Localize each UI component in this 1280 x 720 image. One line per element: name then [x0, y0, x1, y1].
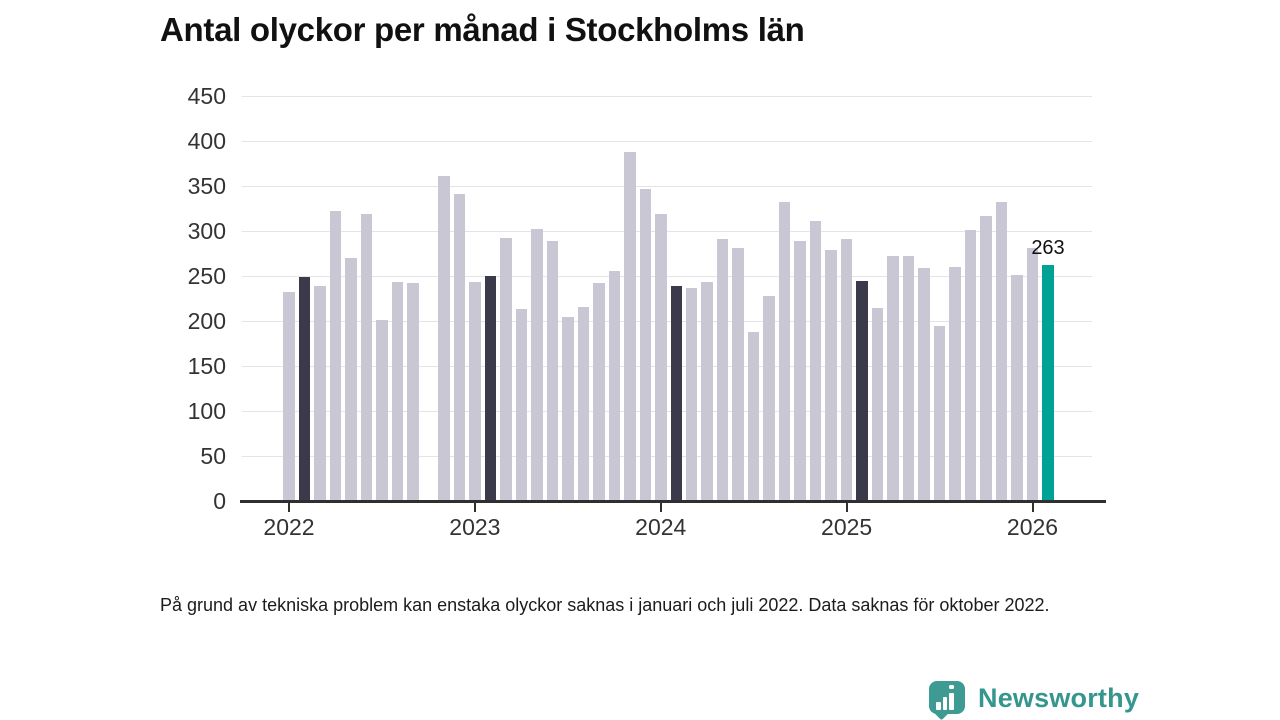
bar-2023-03 — [500, 237, 512, 502]
y-axis-label-0: 0 — [213, 488, 226, 515]
plot-area: 0 50 100 150 200 250 300 350 400 450 2022 2023 2024… — [187, 83, 1106, 540]
bar-2025-04 — [887, 255, 899, 502]
gridline-150 — [242, 365, 1092, 367]
bar-2022-11 — [438, 175, 450, 502]
y-axis-label-300: 300 — [187, 218, 226, 245]
newsworthy-logo[interactable]: Newsworthy — [929, 678, 1139, 720]
bar-2025-08 — [949, 267, 961, 502]
y-axis-label-200: 200 — [187, 308, 226, 335]
newsworthy-speech-bubble-chart-icon — [929, 681, 965, 720]
bar-2024-04 — [701, 281, 713, 502]
bar-2024-06 — [732, 248, 744, 502]
bar-2022-12 — [453, 194, 466, 502]
bar-2023-10 — [608, 270, 621, 502]
icon-bar-small — [936, 701, 941, 710]
y-axis-label-450: 450 — [187, 83, 226, 110]
bar-2022-01 — [283, 291, 295, 502]
bar-2023-02 — [484, 276, 497, 502]
bar-2023-06 — [546, 241, 559, 502]
x-axis-label-2023: 2023 — [449, 514, 501, 540]
bar-2025-06 — [918, 268, 930, 502]
x-axis-tick-2025 — [845, 503, 848, 512]
bar-2024-11 — [809, 220, 822, 502]
bar-2023-08 — [577, 306, 590, 502]
x-axis-label-2026: 2026 — [1006, 514, 1059, 540]
x-axis-tick-2022 — [288, 503, 290, 512]
bar-2022-02 — [298, 277, 311, 502]
x-axis-label-2024: 2024 — [635, 514, 687, 540]
bar-2024-07 — [747, 332, 760, 502]
gridline-250 — [242, 275, 1092, 277]
y-axis-label-100: 100 — [187, 398, 226, 425]
bar-2023-01 — [469, 281, 481, 502]
bar-2025-07 — [933, 325, 946, 502]
x-axis-line — [240, 500, 1106, 503]
y-axis-label-50: 50 — [200, 443, 226, 470]
bar-2024-01 — [655, 214, 667, 502]
bar-2023-11 — [624, 152, 636, 502]
gridline-450 — [242, 95, 1092, 97]
bar-2022-06 — [360, 214, 373, 502]
gridline-50 — [242, 455, 1092, 457]
x-axis-tick-2026 — [1031, 503, 1034, 512]
gridline-100 — [242, 410, 1092, 412]
gridline-400 — [242, 140, 1092, 142]
bar-2023-04 — [515, 308, 528, 502]
bar-2025-10 — [980, 216, 992, 502]
bar-2024-02 — [670, 286, 682, 502]
bar-2024-08 — [763, 296, 775, 502]
gridline-350 — [242, 185, 1092, 187]
bar-2024-12 — [825, 250, 837, 502]
bar-2022-07 — [376, 320, 388, 502]
bar-2025-12 — [1011, 275, 1023, 502]
gridline-200 — [242, 320, 1092, 322]
bar-2022-09 — [407, 282, 419, 502]
x-axis-tick-2024 — [659, 503, 662, 512]
bar-2024-03 — [685, 288, 698, 502]
y-axis-label-250: 250 — [187, 263, 226, 290]
x-axis-tick-2023 — [473, 503, 476, 512]
bar-2024-05 — [716, 238, 729, 502]
bar-2025-03 — [871, 307, 884, 502]
bar-2023-07 — [562, 316, 574, 502]
icon-bar-medium — [942, 696, 947, 710]
bar-2026-01 — [1026, 247, 1039, 502]
bar-2023-09 — [593, 282, 605, 502]
bar-2022-08 — [391, 281, 404, 502]
bar-2023-05 — [531, 228, 543, 502]
bar-2025-09 — [964, 230, 977, 502]
latest-value-label: 263 — [1031, 236, 1065, 259]
bar-2023-12 — [639, 189, 652, 502]
y-axis-label-150: 150 — [187, 353, 226, 380]
bar-2024-09 — [778, 201, 791, 502]
bar-2022-05 — [345, 258, 357, 502]
bar-2025-02 — [856, 280, 868, 502]
x-axis-label-2025: 2025 — [821, 514, 873, 540]
bar-2026-02 — [1042, 264, 1054, 502]
bar-2022-04 — [329, 210, 342, 502]
icon-bar-tall — [949, 692, 954, 710]
y-axis-label-400: 400 — [187, 128, 226, 155]
icon-exclamation-dot — [949, 684, 954, 689]
x-axis-label-2022: 2022 — [263, 514, 315, 540]
brand-name: Newsworthy — [978, 683, 1140, 713]
footnote-text: På grund av tekniska problem kan enstaka… — [160, 595, 1050, 615]
gridline-300 — [242, 230, 1092, 232]
y-axis-label-350: 350 — [187, 173, 226, 200]
bar-2022-03 — [314, 286, 326, 502]
chart-title: Antal olyckor per månad i Stockholms län — [160, 11, 805, 48]
bar-2024-10 — [794, 241, 806, 502]
bar-2025-01 — [840, 238, 853, 502]
bar-2025-11 — [995, 201, 1008, 502]
bar-2025-05 — [902, 255, 915, 502]
